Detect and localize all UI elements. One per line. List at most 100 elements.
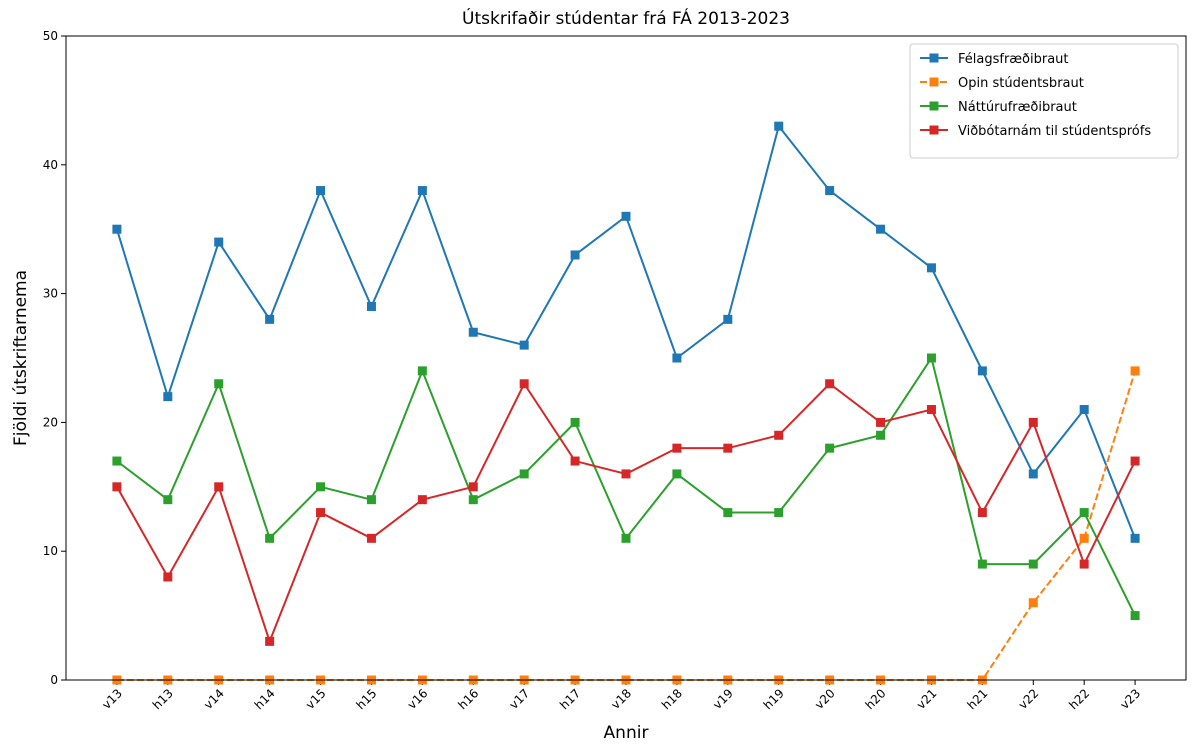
- x-tick-label: v14: [201, 686, 227, 712]
- marker: [468, 482, 478, 492]
- x-tick-label: v17: [507, 686, 533, 712]
- legend-box: [909, 43, 1179, 159]
- marker: [163, 495, 173, 505]
- x-tick-label: h17: [557, 686, 583, 712]
- marker: [825, 443, 835, 453]
- x-tick-label: v19: [710, 686, 736, 712]
- legend-marker: [929, 101, 939, 111]
- x-tick-label: v13: [99, 686, 125, 712]
- marker: [366, 495, 376, 505]
- marker: [876, 224, 886, 234]
- x-tick-label: h16: [455, 686, 481, 712]
- marker: [1028, 417, 1038, 427]
- y-axis-label: Fjöldi útskriftarnema: [11, 270, 31, 446]
- marker: [621, 533, 631, 543]
- series-line: [116, 355, 1136, 617]
- marker: [112, 456, 122, 466]
- legend-label: Viðbótarnám til stúdentsprófs: [958, 124, 1151, 139]
- x-tick-label: v22: [1016, 686, 1042, 712]
- marker: [366, 301, 376, 311]
- marker: [417, 186, 427, 196]
- x-tick-label: v16: [405, 686, 431, 712]
- marker: [876, 430, 886, 440]
- plot-frame: [65, 35, 1187, 681]
- y-tick-label: 0: [50, 673, 58, 687]
- marker: [977, 508, 987, 518]
- legend-label: Opin stúdentsbraut: [958, 76, 1084, 91]
- marker: [468, 327, 478, 337]
- legend-marker: [929, 125, 939, 135]
- marker: [1130, 456, 1140, 466]
- marker: [1028, 469, 1038, 479]
- marker: [417, 495, 427, 505]
- marker: [1079, 533, 1089, 543]
- legend-label: Félagsfræðibraut: [958, 52, 1069, 67]
- legend-label: Náttúrufræðibraut: [958, 100, 1077, 115]
- x-tick-label: v18: [608, 686, 634, 712]
- x-tick-label: h18: [659, 686, 685, 712]
- x-tick-label: h14: [252, 686, 278, 712]
- x-tick-label: h13: [150, 686, 176, 712]
- legend-marker: [929, 77, 939, 87]
- x-tick-label: h19: [761, 686, 787, 712]
- marker: [723, 443, 733, 453]
- marker: [366, 533, 376, 543]
- x-tick-label: v15: [303, 686, 329, 712]
- marker: [621, 211, 631, 221]
- marker: [214, 237, 224, 247]
- marker: [112, 224, 122, 234]
- y-tick-label: 30: [43, 287, 58, 301]
- marker: [570, 417, 580, 427]
- marker: [672, 469, 682, 479]
- marker: [1028, 598, 1038, 608]
- marker: [1130, 533, 1140, 543]
- marker: [1079, 559, 1089, 569]
- marker: [112, 482, 122, 492]
- marker: [723, 508, 733, 518]
- x-tick-label: h15: [354, 686, 380, 712]
- marker: [926, 353, 936, 363]
- marker: [825, 379, 835, 389]
- marker: [214, 379, 224, 389]
- marker: [672, 443, 682, 453]
- marker: [519, 469, 529, 479]
- marker: [214, 482, 224, 492]
- x-tick-label: h20: [863, 686, 889, 712]
- marker: [265, 533, 275, 543]
- marker: [876, 417, 886, 427]
- marker: [774, 430, 784, 440]
- marker: [570, 456, 580, 466]
- x-tick-label: v23: [1117, 686, 1143, 712]
- marker: [519, 379, 529, 389]
- marker: [468, 495, 478, 505]
- marker: [1079, 508, 1089, 518]
- marker: [825, 186, 835, 196]
- x-tick-label: h21: [964, 686, 990, 712]
- marker: [1130, 611, 1140, 621]
- marker: [926, 263, 936, 273]
- marker: [1079, 405, 1089, 415]
- series-line: [116, 370, 1137, 681]
- y-tick-label: 50: [43, 29, 58, 43]
- marker: [774, 121, 784, 131]
- marker: [723, 314, 733, 324]
- marker: [977, 559, 987, 569]
- marker: [621, 469, 631, 479]
- y-tick-label: 20: [43, 415, 58, 429]
- legend-marker: [929, 53, 939, 63]
- marker: [316, 482, 326, 492]
- x-tick-label: h22: [1066, 686, 1092, 712]
- y-tick-label: 10: [43, 544, 58, 558]
- marker: [163, 572, 173, 582]
- x-tick-label: v21: [914, 686, 940, 712]
- marker: [316, 508, 326, 518]
- chart-title: Útskrifaðir stúdentar frá FÁ 2013-2023: [462, 7, 790, 29]
- marker: [265, 636, 275, 646]
- marker: [265, 314, 275, 324]
- y-tick-label: 40: [43, 158, 58, 172]
- marker: [774, 508, 784, 518]
- marker: [163, 392, 173, 402]
- marker: [519, 340, 529, 350]
- marker: [672, 353, 682, 363]
